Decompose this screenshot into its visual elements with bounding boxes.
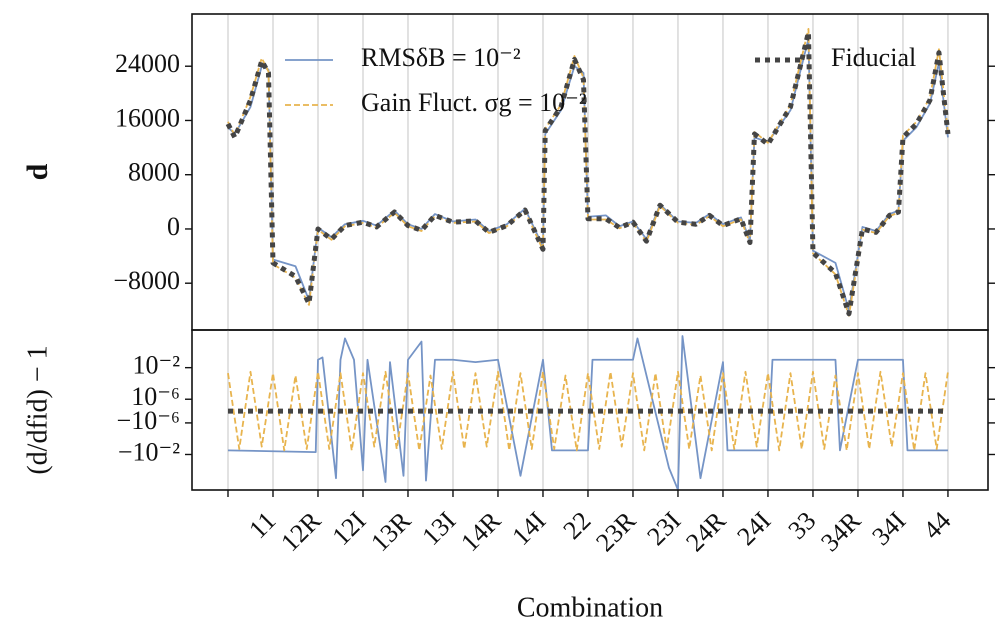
x-tick-label: 34I xyxy=(866,506,911,551)
y-tick-label: −10⁻⁶ xyxy=(117,406,180,435)
x-axis-label: Combination xyxy=(517,592,663,623)
legend-label: Gain Fluct. σg = 10⁻² xyxy=(361,88,587,117)
x-tick-label: 13I xyxy=(416,506,461,551)
x-tick-label: 23R xyxy=(590,505,642,557)
x-tick-label: 34R xyxy=(815,505,867,557)
x-tick-label: 13R xyxy=(365,505,417,557)
y-tick-label: −10⁻² xyxy=(118,437,180,466)
axes-frame xyxy=(191,329,989,491)
x-tick-label: 23I xyxy=(641,506,686,551)
y-tick-label: 24000 xyxy=(115,49,180,78)
x-tick-label: 14R xyxy=(455,505,507,557)
y-tick-label: 8000 xyxy=(128,158,180,187)
x-tick-label: 14I xyxy=(506,506,551,551)
x-tick-label: 24R xyxy=(680,505,732,557)
plot-area xyxy=(225,28,951,317)
y-axis-label: d xyxy=(21,163,54,180)
x-tick-label: 33 xyxy=(783,506,822,545)
legend-label: RMSδB = 10⁻² xyxy=(361,43,521,72)
y-tick-label: 10⁻² xyxy=(132,351,180,380)
x-tick-label: 44 xyxy=(918,506,957,545)
x-tick-label: 12I xyxy=(326,506,371,551)
y-tick-label: 16000 xyxy=(115,103,180,132)
x-tick-label: 22 xyxy=(558,506,597,545)
x-tick-label: 24I xyxy=(731,506,776,551)
series-line xyxy=(225,29,951,317)
plot-area xyxy=(227,335,949,490)
x-tick-label: 12R xyxy=(275,505,327,557)
x-tick-label: 11 xyxy=(243,506,281,544)
y-tick-label: 0 xyxy=(167,212,180,241)
y-tick-label: −8000 xyxy=(113,266,180,295)
y-axis-label: (d/dfid) − 1 xyxy=(22,345,53,474)
y-tick-label: 10⁻⁶ xyxy=(131,382,180,411)
legend-label: Fiducial xyxy=(831,43,916,72)
